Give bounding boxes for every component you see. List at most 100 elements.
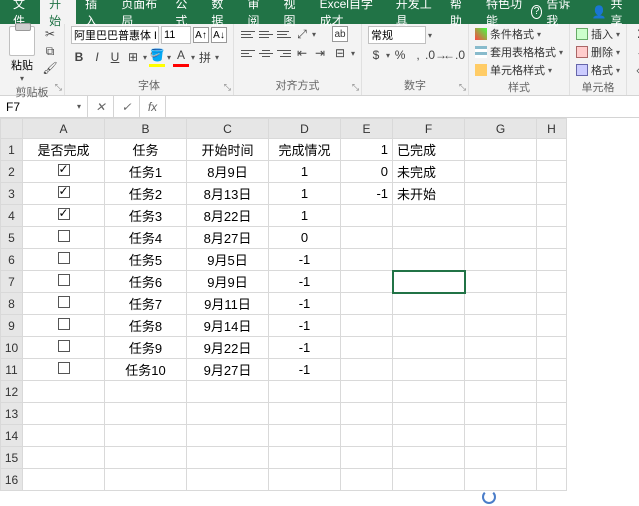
cell-G14[interactable]	[465, 425, 537, 447]
paste-button[interactable]: 粘贴 ▾	[6, 26, 38, 83]
cell-E4[interactable]	[341, 205, 393, 227]
cell-G3[interactable]	[465, 183, 537, 205]
cell-A14[interactable]	[23, 425, 105, 447]
cell-D6[interactable]: -1	[269, 249, 341, 271]
cell-D1[interactable]: 完成情况	[269, 139, 341, 161]
cell-G7[interactable]	[465, 271, 537, 293]
phonetic-icon[interactable]: 拼	[197, 49, 213, 65]
font-size-select[interactable]	[161, 26, 191, 44]
font-dialog-icon[interactable]: ⤡	[224, 82, 231, 93]
row-header-6[interactable]: 6	[1, 249, 23, 271]
underline-icon[interactable]: U	[107, 49, 123, 65]
cell-D12[interactable]	[269, 381, 341, 403]
cell-C16[interactable]	[187, 469, 269, 491]
col-header-E[interactable]: E	[341, 119, 393, 139]
cell-A8[interactable]	[23, 293, 105, 315]
cell-G1[interactable]	[465, 139, 537, 161]
col-header-F[interactable]: F	[393, 119, 465, 139]
row-header-1[interactable]: 1	[1, 139, 23, 161]
cell-F13[interactable]	[393, 403, 465, 425]
col-header-C[interactable]: C	[187, 119, 269, 139]
task-checkbox[interactable]	[58, 230, 70, 242]
percent-icon[interactable]: %	[392, 47, 408, 63]
cell-A3[interactable]	[23, 183, 105, 205]
border-icon[interactable]: ⊞	[125, 49, 141, 65]
cell-F6[interactable]	[393, 249, 465, 271]
cell-A2[interactable]	[23, 161, 105, 183]
cell-G5[interactable]	[465, 227, 537, 249]
cell-F8[interactable]	[393, 293, 465, 315]
orientation-icon[interactable]: ⤢	[294, 26, 310, 42]
cell-H12[interactable]	[537, 381, 567, 403]
cell-H11[interactable]	[537, 359, 567, 381]
cell-E7[interactable]	[341, 271, 393, 293]
worksheet[interactable]: ABCDEFGH1是否完成任务开始时间完成情况1已完成2任务18月9日10未完成…	[0, 118, 639, 491]
fill-icon[interactable]: ⬇	[633, 44, 639, 60]
wrap-text-button[interactable]: ab	[332, 26, 355, 42]
namebox-dropdown-icon[interactable]: ▾	[77, 102, 81, 111]
cut-icon[interactable]: ✂	[42, 26, 58, 42]
cell-C6[interactable]: 9月5日	[187, 249, 269, 271]
font-name-select[interactable]	[71, 26, 159, 44]
cell-E5[interactable]	[341, 227, 393, 249]
italic-icon[interactable]: I	[89, 49, 105, 65]
decrease-font-icon[interactable]: A↓	[211, 27, 227, 43]
cell-F12[interactable]	[393, 381, 465, 403]
table-format-button[interactable]: 套用表格格式▾	[475, 44, 563, 60]
cell-E3[interactable]: -1	[341, 183, 393, 205]
cell-G8[interactable]	[465, 293, 537, 315]
cell-B6[interactable]: 任务5	[105, 249, 187, 271]
row-header-11[interactable]: 11	[1, 359, 23, 381]
row-header-5[interactable]: 5	[1, 227, 23, 249]
task-checkbox[interactable]	[58, 296, 70, 308]
cell-F3[interactable]: 未开始	[393, 183, 465, 205]
cell-H8[interactable]	[537, 293, 567, 315]
select-all-corner[interactable]	[1, 119, 23, 139]
cell-C9[interactable]: 9月14日	[187, 315, 269, 337]
indent-inc-icon[interactable]: ⇥	[312, 45, 328, 61]
cell-B11[interactable]: 任务10	[105, 359, 187, 381]
cell-A11[interactable]	[23, 359, 105, 381]
cell-A10[interactable]	[23, 337, 105, 359]
cell-F9[interactable]	[393, 315, 465, 337]
row-header-10[interactable]: 10	[1, 337, 23, 359]
cell-H3[interactable]	[537, 183, 567, 205]
cell-H2[interactable]	[537, 161, 567, 183]
cell-E2[interactable]: 0	[341, 161, 393, 183]
cell-D8[interactable]: -1	[269, 293, 341, 315]
cell-A5[interactable]	[23, 227, 105, 249]
cell-H6[interactable]	[537, 249, 567, 271]
cell-E8[interactable]	[341, 293, 393, 315]
cell-B13[interactable]	[105, 403, 187, 425]
cell-E16[interactable]	[341, 469, 393, 491]
fx-icon[interactable]: fx	[140, 96, 166, 117]
cell-F5[interactable]	[393, 227, 465, 249]
cell-F2[interactable]: 未完成	[393, 161, 465, 183]
currency-icon[interactable]: $	[368, 47, 384, 63]
cell-G13[interactable]	[465, 403, 537, 425]
cell-E6[interactable]	[341, 249, 393, 271]
align-right-icon[interactable]	[276, 46, 292, 60]
row-header-9[interactable]: 9	[1, 315, 23, 337]
number-format-select[interactable]	[368, 26, 426, 44]
cell-B14[interactable]	[105, 425, 187, 447]
copy-icon[interactable]: ⧉	[42, 43, 58, 59]
task-checkbox[interactable]	[58, 208, 70, 220]
cell-F7[interactable]	[393, 271, 465, 293]
format-painter-icon[interactable]: 🖌	[42, 60, 58, 76]
cell-G4[interactable]	[465, 205, 537, 227]
cell-H4[interactable]	[537, 205, 567, 227]
cell-E12[interactable]	[341, 381, 393, 403]
cell-A13[interactable]	[23, 403, 105, 425]
cell-C12[interactable]	[187, 381, 269, 403]
cell-D13[interactable]	[269, 403, 341, 425]
cell-C10[interactable]: 9月22日	[187, 337, 269, 359]
clear-icon[interactable]: ◇	[633, 62, 639, 78]
row-header-8[interactable]: 8	[1, 293, 23, 315]
cell-A15[interactable]	[23, 447, 105, 469]
task-checkbox[interactable]	[58, 164, 70, 176]
cell-D9[interactable]: -1	[269, 315, 341, 337]
cell-style-button[interactable]: 单元格样式▾	[475, 62, 563, 78]
cell-G2[interactable]	[465, 161, 537, 183]
tellme-icon[interactable]: ?	[531, 5, 542, 19]
